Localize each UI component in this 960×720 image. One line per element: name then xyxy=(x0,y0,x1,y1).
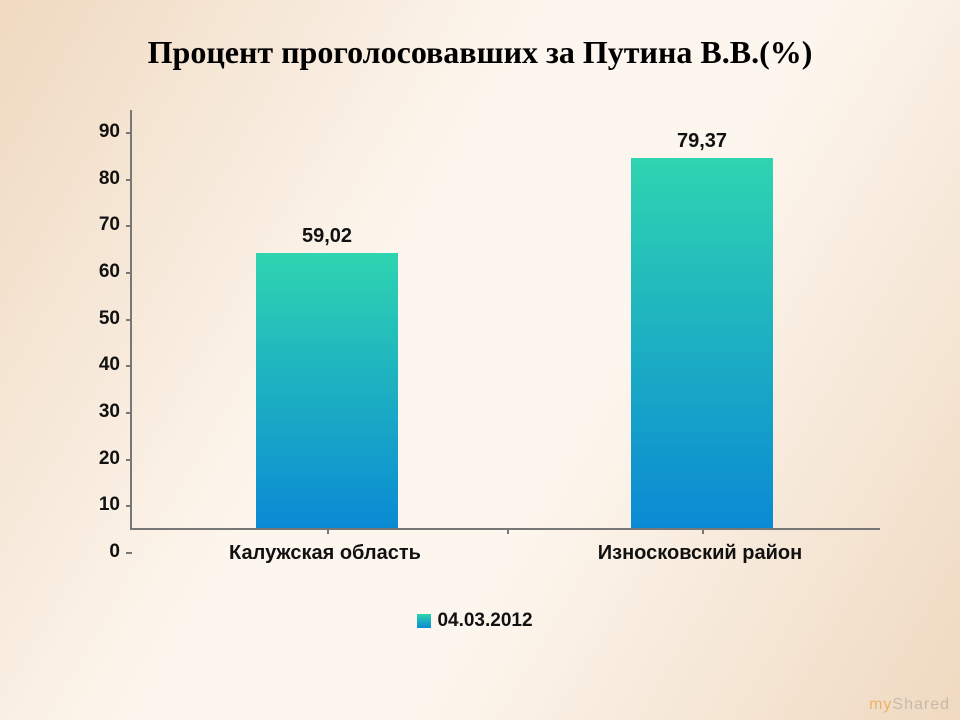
y-axis-tick: 80 xyxy=(60,168,120,190)
y-axis-tick: 60 xyxy=(60,261,120,283)
x-axis-category-label: Калужская область xyxy=(229,542,421,565)
y-axis-tick: 20 xyxy=(60,448,120,470)
legend: 04.03.2012 xyxy=(60,610,890,633)
watermark-suffix: Shared xyxy=(892,696,950,713)
watermark: myShared xyxy=(869,696,950,714)
watermark-prefix: my xyxy=(869,696,892,713)
y-axis-tick: 30 xyxy=(60,401,120,423)
bar-value-label: 79,37 xyxy=(677,130,727,153)
y-axis-tick: 0 xyxy=(60,541,120,563)
legend-swatch-icon xyxy=(417,614,431,628)
y-axis-tick: 50 xyxy=(60,308,120,330)
x-axis-category-label: Износковский район xyxy=(598,542,802,565)
y-axis-tick: 40 xyxy=(60,354,120,376)
plot-area: 59,02 79,37 xyxy=(130,110,880,530)
y-axis-tick: 90 xyxy=(60,121,120,143)
bar-value-label: 59,02 xyxy=(302,225,352,248)
legend-item: 04.03.2012 xyxy=(417,610,532,632)
bar: 79,37 xyxy=(631,158,774,528)
legend-label: 04.03.2012 xyxy=(437,610,532,632)
x-axis-tick xyxy=(507,528,509,534)
y-axis-tick: 10 xyxy=(60,494,120,516)
chart-title: Процент проголосовавших за Путина В.В.(%… xyxy=(0,34,960,71)
bar: 59,02 xyxy=(256,253,399,528)
x-axis-tick xyxy=(327,528,329,534)
y-axis-tick: 70 xyxy=(60,214,120,236)
chart-area: 0 10 20 30 40 50 60 70 80 90 59,02 79,37 Калужская… xyxy=(60,110,890,630)
x-axis-tick xyxy=(702,528,704,534)
